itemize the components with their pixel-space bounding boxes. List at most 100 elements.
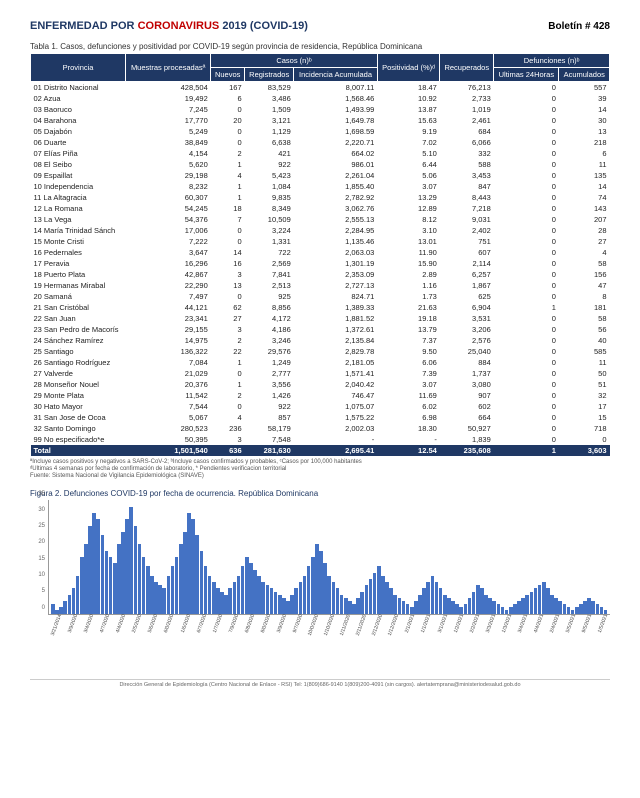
table-row: 23 San Pedro de Macorís29,15534,1861,372… [31, 324, 610, 335]
cell: 74 [559, 192, 610, 203]
table-row: 20 Samaná7,4970925824.711.7362508 [31, 291, 610, 302]
total-cell: 12.54 [377, 445, 440, 456]
bar [113, 563, 117, 613]
chart-bars [49, 504, 610, 614]
cell: 1,571.41 [294, 368, 378, 379]
cell: 2,063.03 [294, 247, 378, 258]
cell: 58,179 [245, 423, 294, 434]
cell: 16,296 [126, 258, 211, 269]
cell: 1,426 [245, 390, 294, 401]
cell: 76,213 [440, 82, 494, 94]
cell: 2,829.78 [294, 346, 378, 357]
page-footer: Dirección General de Epidemiología (Cent… [30, 679, 610, 688]
cell: 824.71 [294, 291, 378, 302]
cell: 6.06 [377, 357, 440, 368]
cell: 588 [440, 159, 494, 170]
cell: 557 [559, 82, 610, 94]
cell: 5.06 [377, 170, 440, 181]
title-red: CORONAVIRUS [138, 20, 220, 32]
cell: 6,257 [440, 269, 494, 280]
cell: 2,135.84 [294, 335, 378, 346]
cell: 2,181.05 [294, 357, 378, 368]
cell: 3,062.76 [294, 203, 378, 214]
bar [356, 598, 360, 614]
bar [575, 607, 579, 613]
bar [187, 513, 191, 614]
cell: 0 [494, 148, 559, 159]
cell: 14 [211, 247, 245, 258]
cell: 0 [494, 126, 559, 137]
bar [459, 607, 463, 613]
col-ultimas: Ultimas 24Horas [494, 68, 559, 82]
cell: 99 No especificado*e [31, 434, 126, 445]
total-cell: 281,630 [245, 445, 294, 456]
y-tick: 10 [38, 572, 45, 578]
cell: 3,556 [245, 379, 294, 390]
cell: 30 [559, 115, 610, 126]
cell: 0 [494, 291, 559, 302]
table-row: 03 Baoruco7,24501,5091,493.9913.871,0190… [31, 104, 610, 115]
cell: 2.89 [377, 269, 440, 280]
total-cell: 1 [494, 445, 559, 456]
cell: 17 [559, 401, 610, 412]
cell: 0 [494, 335, 559, 346]
bar [402, 601, 406, 614]
cell: 6.44 [377, 159, 440, 170]
cell: 31 San Jose de Ocoa [31, 412, 126, 423]
bar [385, 582, 389, 613]
table-row: 17 Peravia16,296162,5691,301.1915.902,11… [31, 258, 610, 269]
bar [488, 598, 492, 614]
cell: 2 [211, 148, 245, 159]
cell: 08 El Seibo [31, 159, 126, 170]
y-axis: 05101520253035 [31, 500, 47, 614]
bar [418, 595, 422, 614]
col-acumulados: Acumulados [559, 68, 610, 82]
cell: 44,121 [126, 302, 211, 313]
cell: 32 [559, 390, 610, 401]
cell: 8.12 [377, 214, 440, 225]
bar [525, 595, 529, 614]
cell: 22 San Juan [31, 313, 126, 324]
bar [435, 582, 439, 613]
bar [323, 563, 327, 613]
bar [340, 595, 344, 614]
bar [76, 576, 80, 614]
total-cell: 1,501,540 [126, 445, 211, 456]
bar [282, 598, 286, 614]
cell: 181 [559, 302, 610, 313]
table-row: 07 Elías Piña4,1542421664.025.1033206 [31, 148, 610, 159]
bar [175, 557, 179, 614]
cell: 29,198 [126, 170, 211, 181]
cell: 0 [494, 313, 559, 324]
bar [191, 519, 195, 613]
cell: 4 [559, 247, 610, 258]
cell: 3 [211, 324, 245, 335]
bar [583, 601, 587, 614]
table-row: 10 Independencia8,23211,0841,855.403.078… [31, 181, 610, 192]
bar [377, 566, 381, 613]
bar [101, 535, 105, 614]
cell: 13.79 [377, 324, 440, 335]
cell: 18 [211, 203, 245, 214]
bar [501, 607, 505, 613]
cell: 2 [211, 335, 245, 346]
cell: 0 [211, 236, 245, 247]
bar [183, 532, 187, 614]
footnotes: ªIncluye casos positivos y negativos a S… [30, 459, 610, 481]
cell: 922 [245, 401, 294, 412]
y-tick: 0 [42, 605, 45, 611]
bar [410, 607, 414, 613]
table-row: 11 La Altagracia60,30719,8352,782.9213.2… [31, 192, 610, 203]
bar [587, 598, 591, 614]
bar [220, 592, 224, 614]
bar [158, 585, 162, 613]
boletin-number: Boletín # 428 [548, 21, 610, 32]
cell: 39 [559, 93, 610, 104]
table-row: 26 Santiago Rodríguez7,08411,2492,181.05… [31, 357, 610, 368]
cell: 2,261.04 [294, 170, 378, 181]
bar [208, 576, 212, 614]
cell: 746.47 [294, 390, 378, 401]
cell: 2,569 [245, 258, 294, 269]
table-row: 02 Azua19,49263,4861,568.4610.922,733039 [31, 93, 610, 104]
cell: 11 La Altagracia [31, 192, 126, 203]
